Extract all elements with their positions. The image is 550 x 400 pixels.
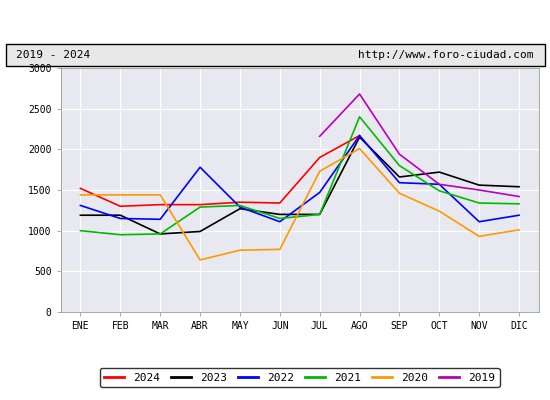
Text: 2019 - 2024: 2019 - 2024 bbox=[16, 50, 91, 60]
Text: Evolucion Nº Turistas Nacionales en el municipio de Vega de Valcarce: Evolucion Nº Turistas Nacionales en el m… bbox=[3, 14, 547, 28]
FancyBboxPatch shape bbox=[6, 44, 544, 66]
Legend: 2024, 2023, 2022, 2021, 2020, 2019: 2024, 2023, 2022, 2021, 2020, 2019 bbox=[100, 368, 499, 387]
Text: http://www.foro-ciudad.com: http://www.foro-ciudad.com bbox=[358, 50, 534, 60]
